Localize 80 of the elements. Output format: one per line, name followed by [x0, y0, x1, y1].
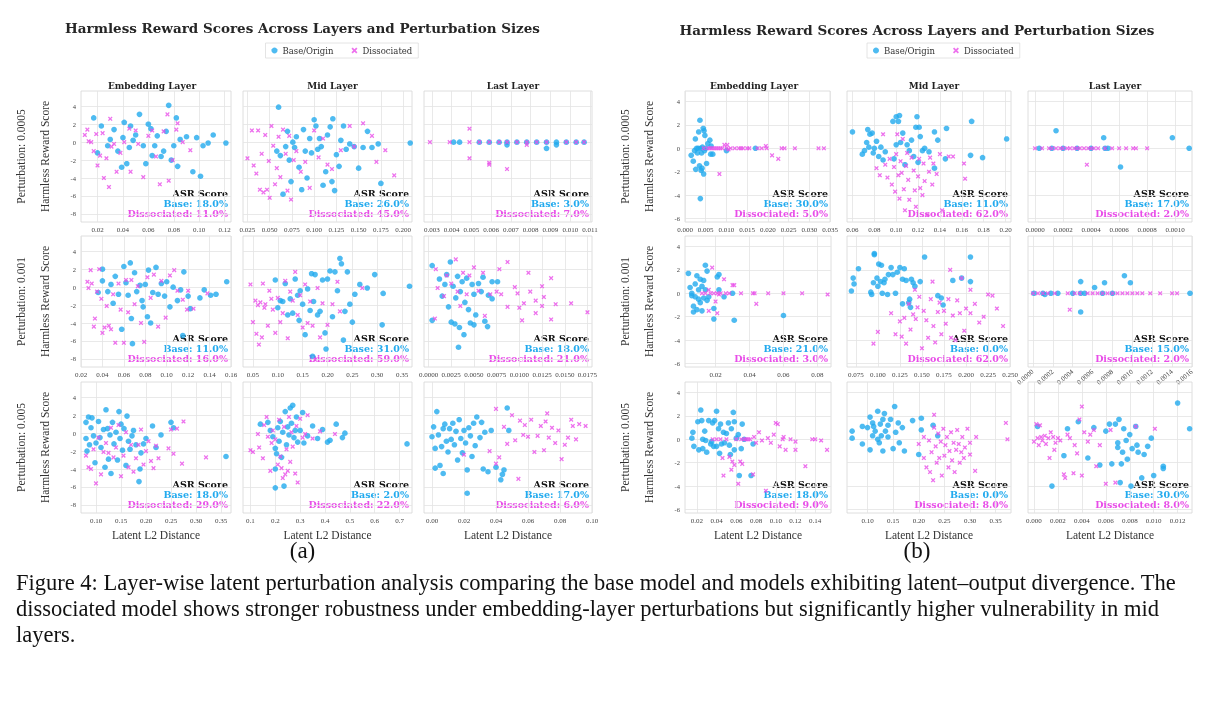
annotation: Base: 26.0% [344, 197, 409, 209]
annotation: Dissociated: 7.0% [495, 207, 589, 219]
chart-title: Last Layer [486, 80, 540, 91]
annotation: Dissociated: 11.0% [127, 207, 228, 219]
annotation: Dissociated: 5.0% [734, 207, 828, 219]
x-axis-title: Latent L2 Distance [1065, 528, 1155, 541]
annotation: Base: 18.0% [763, 488, 828, 500]
x-axis-title: Latent L2 Distance [884, 528, 974, 541]
annotation: Dissociated: 6.0% [495, 498, 589, 510]
chart-title: Last Layer [1088, 80, 1142, 91]
text: (b) [903, 538, 931, 563]
annotation: ASR Score [951, 187, 1008, 199]
annotation: ASR Score [1132, 478, 1189, 490]
annotation: ASR Score [771, 478, 828, 490]
annotation: ASR Score [771, 187, 828, 199]
text: Harmless Reward Scores Across Layers and Perturbation Sizes [678, 22, 1156, 38]
annotation: Dissociated: 62.0% [907, 352, 1008, 364]
annotation: ASR Score [1132, 187, 1189, 199]
annotation: Dissociated: 62.0% [907, 207, 1008, 219]
annotation: Dissociated: 29.0% [127, 498, 228, 510]
annotation: ASR Score [532, 478, 589, 490]
annotation: Base: 15.0% [1124, 342, 1189, 354]
text: Harmless Reward Scores Across Layers and Perturbation Sizes [64, 20, 541, 36]
legend-label: Dissociated [963, 45, 1015, 56]
annotation: Base: 0.0% [950, 488, 1008, 500]
y-axis-title: Perturbation: 0.0005 Harmless Reward Score [619, 100, 655, 213]
y-axis-title: Perturbation: 0.0005 Harmless Reward Score [15, 100, 51, 213]
annotation: ASR Score [951, 332, 1008, 344]
annotation: Base: 17.0% [524, 488, 589, 500]
annotation: ASR Score [532, 187, 589, 199]
annotation: Dissociated: 22.0% [308, 498, 409, 510]
x-axis-title: Latent L2 Distance [283, 528, 372, 541]
x-axis-title: Latent L2 Distance [713, 528, 803, 541]
caption: Figure 4: Layer-wise latent perturbation analysis comparing the base model and models exhibiting latent–output divergence. The dissociated model shows stronger robustness under embedding-layer perturbations but significantly higher vulnerability in mid layers. [16, 570, 1177, 648]
y-axis-title: Perturbation: 0.001 Harmless Reward Score [619, 245, 655, 358]
annotation: ASR Score [171, 187, 228, 199]
annotation: Dissociated: 21.0% [488, 352, 589, 364]
annotation: ASR Score [771, 332, 828, 344]
annotation: Base: 18.0% [163, 197, 228, 209]
annotation: ASR Score [352, 187, 409, 199]
chart-title: Embedding Layer [107, 80, 197, 91]
annotation: Base: 0.0% [950, 342, 1008, 354]
annotation: ASR Score [352, 332, 409, 344]
annotation: Base: 17.0% [1124, 197, 1189, 209]
annotation: Dissociated: 9.0% [734, 498, 828, 510]
annotation: ASR Score [352, 478, 409, 490]
annotation: Base: 30.0% [1124, 488, 1189, 500]
y-axis-title: Perturbation: 0.001 Harmless Reward Score [15, 245, 51, 358]
annotation: Base: 3.0% [531, 197, 589, 209]
annotation: Base: 31.0% [344, 342, 409, 354]
annotation: Base: 18.0% [163, 488, 228, 500]
legend-label: Dissociated [362, 45, 413, 56]
annotation: Dissociated: 45.0% [308, 207, 409, 219]
annotation: Dissociated: 8.0% [1095, 498, 1189, 510]
annotation: Dissociated: 8.0% [914, 498, 1008, 510]
y-axis-title: Perturbation: 0.005 Harmless Reward Score [15, 391, 51, 504]
annotation: ASR Score [1132, 332, 1189, 344]
annotation: ASR Score [171, 478, 228, 490]
x-axis-title: Latent L2 Distance [111, 528, 201, 541]
annotation: Base: 11.0% [163, 342, 228, 354]
annotation: Dissociated: 3.0% [734, 352, 828, 364]
annotation: ASR Score [171, 332, 228, 344]
chart-title: Mid Layer [908, 80, 960, 91]
annotation: ASR Score [532, 332, 589, 344]
annotation: Dissociated: 16.0% [127, 352, 228, 364]
x-axis-title: Latent L2 Distance [463, 528, 553, 541]
y-axis-title: Perturbation: 0.005 Harmless Reward Score [619, 391, 655, 504]
chart-title: Mid Layer [307, 80, 359, 91]
annotation: Base: 21.0% [763, 342, 828, 354]
annotation: ASR Score [951, 478, 1008, 490]
legend-label: Base/Origin [282, 45, 334, 56]
text: (a) [289, 538, 316, 563]
legend-label: Base/Origin [884, 45, 936, 56]
annotation: Base: 2.0% [351, 488, 409, 500]
annotation: Dissociated: 2.0% [1095, 352, 1189, 364]
annotation: Base: 18.0% [524, 342, 589, 354]
annotation: Base: 11.0% [943, 197, 1008, 209]
annotation: Base: 30.0% [763, 197, 828, 209]
annotation: Dissociated: 2.0% [1095, 207, 1189, 219]
chart-title: Embedding Layer [709, 80, 799, 91]
